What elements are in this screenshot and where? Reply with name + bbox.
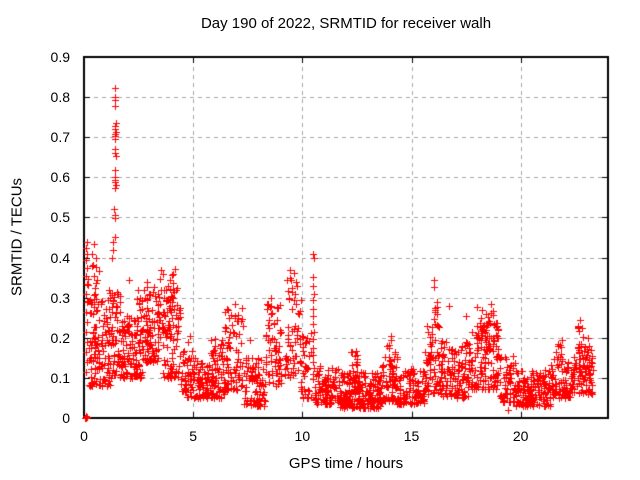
x-tick-label: 10 (294, 428, 311, 444)
x-tick-label: 20 (512, 428, 529, 444)
x-axis-label: GPS time / hours (288, 455, 404, 472)
y-tick-label: 0.3 (50, 289, 70, 306)
y-tick-label: 0.7 (50, 129, 70, 146)
y-tick-label: 0.1 (50, 369, 70, 386)
y-tick-label: 0.8 (50, 89, 70, 106)
y-tick-label: 0.6 (50, 169, 70, 186)
x-tick-label: 5 (189, 428, 198, 444)
x-tick-label: 0 (80, 428, 88, 444)
y-tick-label: 0.2 (50, 329, 70, 346)
chart-title: Day 190 of 2022, SRMTID for receiver wal… (200, 15, 492, 32)
y-tick-label: 0.9 (50, 49, 70, 65)
y-axis-label: SRMTID / TECUs (8, 177, 26, 297)
x-tick-label: 15 (403, 428, 420, 444)
y-tick-label: 0.4 (50, 249, 70, 266)
y-tick-label: 0 (62, 410, 70, 426)
y-tick-label: 0.5 (50, 209, 70, 226)
